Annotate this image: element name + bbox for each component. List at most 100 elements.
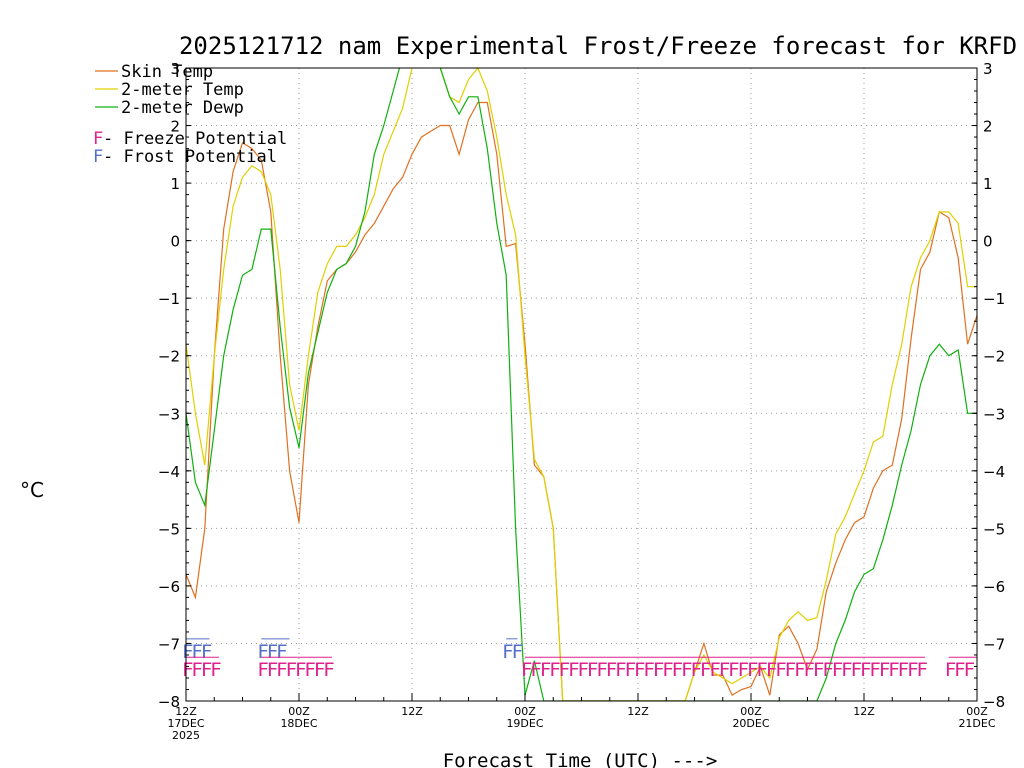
frost-potential-mark: F xyxy=(182,641,193,663)
x-tick-label: 12Z xyxy=(401,705,423,718)
freeze-potential-mark: F xyxy=(201,659,212,681)
x-tick-label: 20DEC xyxy=(732,717,769,730)
y-tick-label-left: 2 xyxy=(170,118,180,136)
y-tick-label-left: −8 xyxy=(158,693,180,711)
frost-potential-mark: F xyxy=(257,641,268,663)
freeze-potential-mark: F xyxy=(672,659,683,681)
freeze-potential-mark: F xyxy=(756,659,767,681)
series-line-2-meter-temp xyxy=(186,68,977,701)
y-tick-label-right: −7 xyxy=(983,635,1005,653)
freeze-potential-mark: F xyxy=(822,659,833,681)
y-tick-label-right: −8 xyxy=(983,693,1005,711)
x-tick-label: 00Z xyxy=(740,705,762,718)
legend-label: 2-meter Dewp xyxy=(121,98,244,118)
freeze-potential-mark: F xyxy=(775,659,786,681)
y-tick-label-left: −3 xyxy=(158,405,180,423)
freeze-potential-mark: F xyxy=(700,659,711,681)
freeze-potential-mark: F xyxy=(559,659,570,681)
frost-potential-mark: F xyxy=(502,641,513,663)
legend-potential-label: - Frost Potential xyxy=(103,147,277,167)
freeze-potential-mark: F xyxy=(606,659,617,681)
freeze-potential-mark: F xyxy=(719,659,730,681)
freeze-potential-mark: F xyxy=(286,659,297,681)
y-tick-label-left: 0 xyxy=(170,233,180,251)
x-tick-label: 00Z xyxy=(966,705,988,718)
frost-potential-mark: F xyxy=(191,641,202,663)
axis-ticks: −8 −8 −7 −7 −6 −6 −5 −5 −4 −4 −3 −3 −2 −2 −1 −1 0 0 1 1 2 2 3 3… xyxy=(158,60,1005,742)
freeze-potential-mark: F xyxy=(917,659,928,681)
frost-potential-mark: F xyxy=(267,641,278,663)
freeze-potential-mark: F xyxy=(738,659,749,681)
freeze-potential-mark: F xyxy=(945,659,956,681)
freeze-potential-mark: F xyxy=(691,659,702,681)
y-tick-label-left: −2 xyxy=(158,348,180,366)
legend-label: Skin Temp xyxy=(121,62,213,82)
y-tick-label-right: −4 xyxy=(983,463,1005,481)
freeze-potential-mark: F xyxy=(907,659,918,681)
y-axis-label: °C xyxy=(20,478,44,502)
freeze-potential-mark: F xyxy=(888,659,899,681)
freeze-potential-mark: F xyxy=(728,659,739,681)
grid xyxy=(186,68,977,701)
y-tick-label-left: −4 xyxy=(158,463,180,481)
freeze-potential-mark: F xyxy=(860,659,871,681)
freeze-potential-mark: F xyxy=(210,659,221,681)
freeze-potential-mark: F xyxy=(954,659,965,681)
freeze-potential-mark: F xyxy=(747,659,758,681)
freeze-potential-mark: F xyxy=(766,659,777,681)
y-tick-label-right: −3 xyxy=(983,405,1005,423)
freeze-potential-mark: F xyxy=(851,659,862,681)
x-tick-label: 18DEC xyxy=(280,717,317,730)
freeze-potential-mark: F xyxy=(794,659,805,681)
y-tick-label-left: −6 xyxy=(158,578,180,596)
freeze-potential-mark: F xyxy=(314,659,325,681)
legend-potential-letter: F xyxy=(93,129,103,149)
y-tick-label-right: 0 xyxy=(983,233,993,251)
freeze-potential-mark: F xyxy=(964,659,975,681)
legend-potential-letter: F xyxy=(93,147,103,167)
freeze-potential-mark: F xyxy=(709,659,720,681)
freeze-potential-mark: F xyxy=(530,659,541,681)
freeze-potential-mark: F xyxy=(257,659,268,681)
series-lines xyxy=(186,68,977,701)
y-tick-label-left: −1 xyxy=(158,290,180,308)
freeze-potential-mark: F xyxy=(785,659,796,681)
freeze-potential-mark: F xyxy=(276,659,287,681)
y-tick-label-right: 3 xyxy=(983,60,993,78)
freeze-potential-mark: F xyxy=(681,659,692,681)
freeze-potential-mark: F xyxy=(540,659,551,681)
freeze-potential-mark: F xyxy=(615,659,626,681)
frost-potential-mark: F xyxy=(276,641,287,663)
x-tick-label: 12Z xyxy=(627,705,649,718)
x-axis-label: Forecast Time (UTC) ---> xyxy=(443,750,718,768)
freeze-potential-mark: F xyxy=(804,659,815,681)
freeze-potential-mark: F xyxy=(295,659,306,681)
freeze-potential-mark: F xyxy=(549,659,560,681)
y-tick-label-right: 2 xyxy=(983,118,993,136)
freeze-potential-mark: F xyxy=(182,659,193,681)
freeze-potential-mark: F xyxy=(898,659,909,681)
series-line-skin-temp xyxy=(186,101,977,701)
freeze-potential-mark: F xyxy=(879,659,890,681)
x-tick-label: 2025 xyxy=(172,729,200,742)
freeze-potential-mark: F xyxy=(578,659,589,681)
frost-potential-mark: F xyxy=(201,641,212,663)
chart-title: 2025121712 nam Experimental Frost/Freeze… xyxy=(179,32,1017,60)
freeze-potential-mark: F xyxy=(568,659,579,681)
freeze-potential-mark: F xyxy=(191,659,202,681)
y-tick-label-left: 1 xyxy=(170,175,180,193)
y-tick-label-right: −1 xyxy=(983,290,1005,308)
freeze-potential-mark: F xyxy=(625,659,636,681)
freeze-potential-mark: F xyxy=(596,659,607,681)
x-tick-label: 21DEC xyxy=(958,717,995,730)
freeze-potential-mark: F xyxy=(653,659,664,681)
freeze-potential-mark: F xyxy=(869,659,880,681)
legend-potential-label: - Freeze Potential xyxy=(103,129,287,149)
x-tick-label: 19DEC xyxy=(506,717,543,730)
legend-label: 2-meter Temp xyxy=(121,80,244,100)
y-tick-label-left: −7 xyxy=(158,635,180,653)
freeze-potential-mark: F xyxy=(323,659,334,681)
